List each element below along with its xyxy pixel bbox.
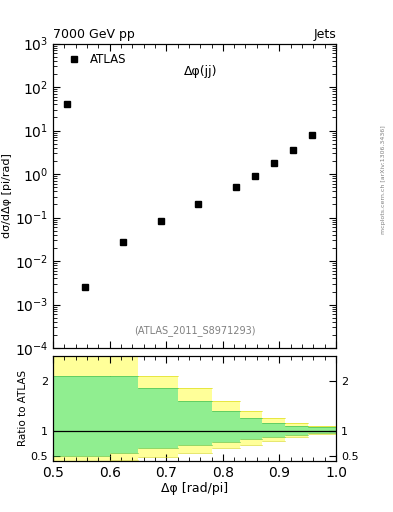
- Text: mcplots.cern.ch [arXiv:1306.3436]: mcplots.cern.ch [arXiv:1306.3436]: [381, 125, 386, 233]
- Y-axis label: 1/σ
dσ/dΔφ [pi/rad]: 1/σ dσ/dΔφ [pi/rad]: [0, 154, 12, 238]
- Text: 7000 GeV pp: 7000 GeV pp: [53, 28, 135, 41]
- Legend: ATLAS: ATLAS: [59, 50, 130, 70]
- Text: Δφ(jj): Δφ(jj): [184, 65, 217, 78]
- X-axis label: Δφ [rad/pi]: Δφ [rad/pi]: [161, 482, 228, 496]
- Y-axis label: Ratio to ATLAS: Ratio to ATLAS: [18, 370, 28, 446]
- Text: Jets: Jets: [313, 28, 336, 41]
- Text: (ATLAS_2011_S8971293): (ATLAS_2011_S8971293): [134, 325, 255, 336]
